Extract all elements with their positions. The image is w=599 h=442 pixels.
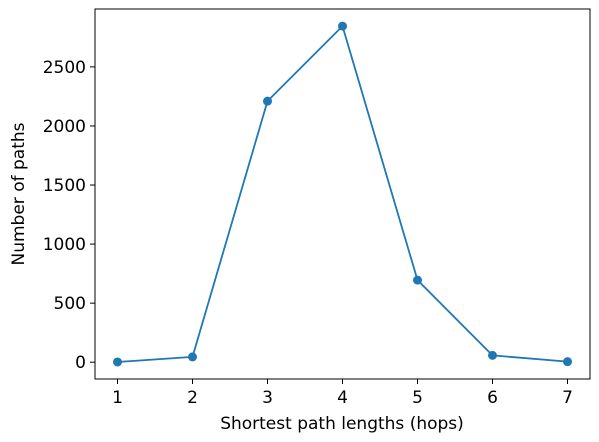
y-tick-label: 1000 xyxy=(43,235,86,255)
x-axis-label: Shortest path lengths (hops) xyxy=(220,414,464,434)
y-axis-label: Number of paths xyxy=(9,122,29,265)
series-line xyxy=(117,25,568,363)
x-tick-label: 3 xyxy=(262,388,273,408)
data-point xyxy=(188,352,197,362)
x-ticks: 1 2 3 4 5 6 7 xyxy=(112,379,573,408)
x-tick-label: 5 xyxy=(412,388,423,408)
x-tick-label: 1 xyxy=(112,388,123,408)
data-point xyxy=(113,357,122,367)
x-tick-label: 6 xyxy=(487,388,498,408)
y-tick-label: 500 xyxy=(54,294,86,314)
x-tick-label: 2 xyxy=(187,388,198,408)
data-point xyxy=(413,275,422,285)
data-point xyxy=(338,21,347,31)
x-tick-label: 4 xyxy=(337,388,348,408)
y-tick-label: 1500 xyxy=(43,176,86,196)
x-tick-label: 7 xyxy=(562,388,573,408)
y-tick-label: 0 xyxy=(75,353,86,373)
data-point xyxy=(563,357,572,367)
y-ticks: 0 500 1000 1500 2000 2500 xyxy=(43,58,95,373)
y-tick-label: 2000 xyxy=(43,117,86,137)
series-layer xyxy=(113,21,572,367)
plot-frame xyxy=(94,8,591,380)
data-point xyxy=(488,350,497,360)
data-point xyxy=(263,96,272,106)
y-tick-label: 2500 xyxy=(43,58,86,78)
